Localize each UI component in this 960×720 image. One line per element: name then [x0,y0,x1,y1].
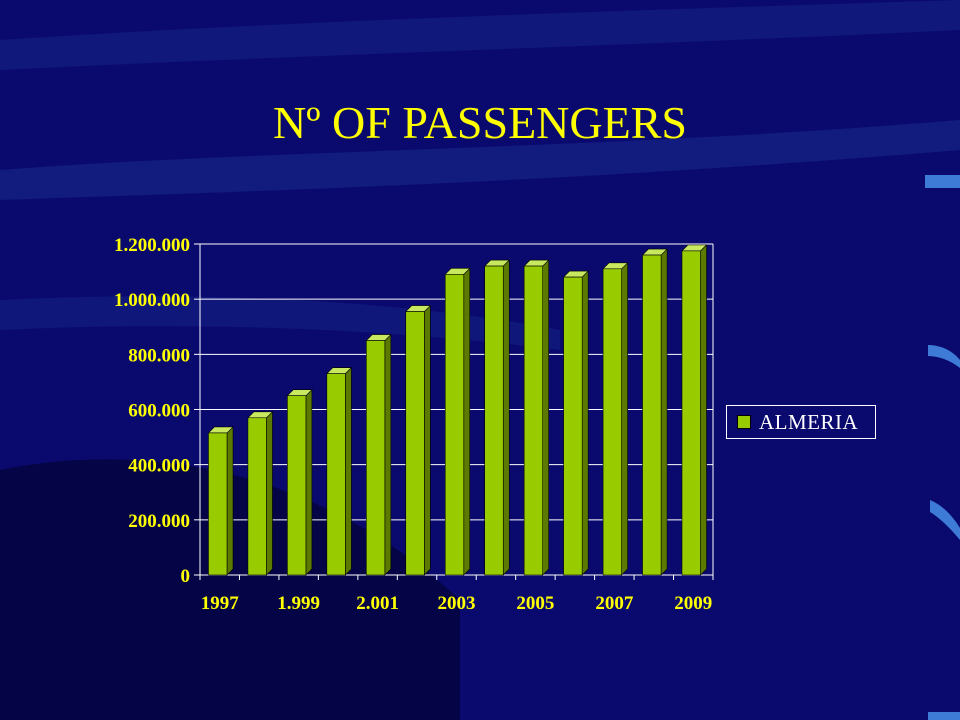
bar-2004 [483,259,510,576]
x-tick-label: 1.999 [277,593,320,614]
y-tick-label: 400.000 [128,456,190,477]
legend: ALMERIA [726,405,876,439]
x-tick-label: 2009 [674,593,712,614]
x-tick-label: 1997 [201,593,240,614]
bar-2006 [562,270,589,576]
bar-1998 [247,411,274,576]
bar-2009 [681,244,708,576]
bar-2008 [641,248,668,576]
bar-1997 [207,426,234,576]
x-tick-label: 2005 [516,593,554,614]
x-tick-label: 2007 [595,593,634,614]
page-title: Nº OF PASSENGERS [273,97,687,148]
bar-1999 [286,388,313,576]
x-tick-label: 2.001 [356,593,399,614]
y-tick-label: 200.000 [128,511,190,532]
legend-swatch [737,415,751,429]
bar-2003 [444,267,471,576]
x-tick-label: 2003 [438,593,476,614]
bar-2000 [326,366,353,576]
y-tick-label: 800.000 [128,345,190,366]
y-tick-label: 1.200.000 [114,235,190,256]
bar-2005 [523,259,550,576]
bar-2007 [602,262,629,576]
bar-2001 [365,333,392,576]
y-tick-label: 1.000.000 [114,290,190,311]
y-tick-label: 0 [181,566,191,587]
legend-label: ALMERIA [759,409,859,434]
bar-2002 [405,304,432,576]
y-tick-label: 600.000 [128,401,190,422]
